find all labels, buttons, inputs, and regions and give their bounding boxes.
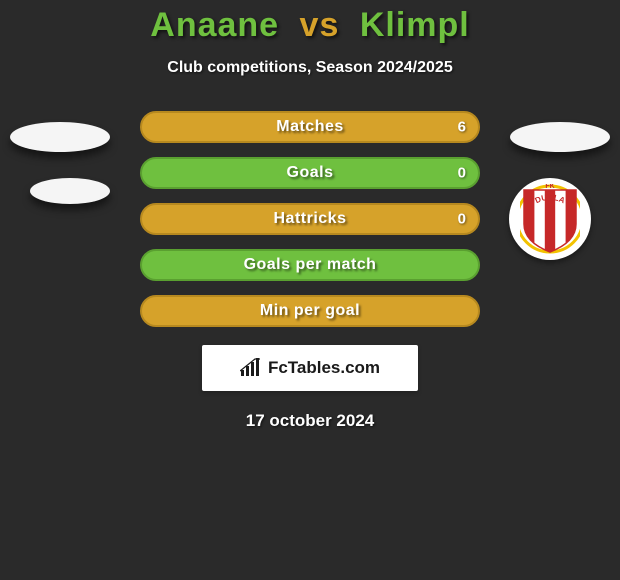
stat-row-matches: Matches 6 bbox=[140, 111, 480, 143]
stat-label: Goals bbox=[287, 164, 334, 182]
bar-chart-icon bbox=[240, 358, 262, 378]
branding-box[interactable]: FcTables.com bbox=[202, 345, 418, 391]
stat-label: Goals per match bbox=[244, 256, 377, 274]
player-left-avatar-bottom bbox=[30, 178, 110, 204]
shield-icon: FK DUKLA bbox=[520, 184, 580, 254]
player-left-avatar-top bbox=[10, 122, 110, 152]
stat-row-goals: Goals 0 bbox=[140, 157, 480, 189]
stat-label: Matches bbox=[276, 118, 344, 136]
stat-right-value: 6 bbox=[458, 119, 466, 136]
player-right-avatar-top bbox=[510, 122, 610, 152]
stat-label: Min per goal bbox=[260, 302, 360, 320]
page-title: Anaane vs Klimpl bbox=[0, 0, 620, 45]
stat-row-min-per-goal: Min per goal bbox=[140, 295, 480, 327]
badge-text-top: FK bbox=[545, 184, 554, 190]
stat-right-value: 0 bbox=[458, 165, 466, 182]
stat-row-hattricks: Hattricks 0 bbox=[140, 203, 480, 235]
comparison-card: Anaane vs Klimpl Club competitions, Seas… bbox=[0, 0, 620, 580]
title-separator: vs bbox=[300, 6, 340, 44]
title-right: Klimpl bbox=[360, 6, 470, 44]
stat-right-value: 0 bbox=[458, 211, 466, 228]
branding-text: FcTables.com bbox=[268, 358, 380, 378]
club-badge-right: FK DUKLA bbox=[509, 178, 591, 260]
title-left: Anaane bbox=[150, 6, 279, 44]
date-label: 17 october 2024 bbox=[0, 411, 620, 431]
stat-row-goals-per-match: Goals per match bbox=[140, 249, 480, 281]
stat-label: Hattricks bbox=[274, 210, 347, 228]
subtitle: Club competitions, Season 2024/2025 bbox=[0, 59, 620, 77]
club-badge-inner: FK DUKLA bbox=[520, 184, 580, 254]
